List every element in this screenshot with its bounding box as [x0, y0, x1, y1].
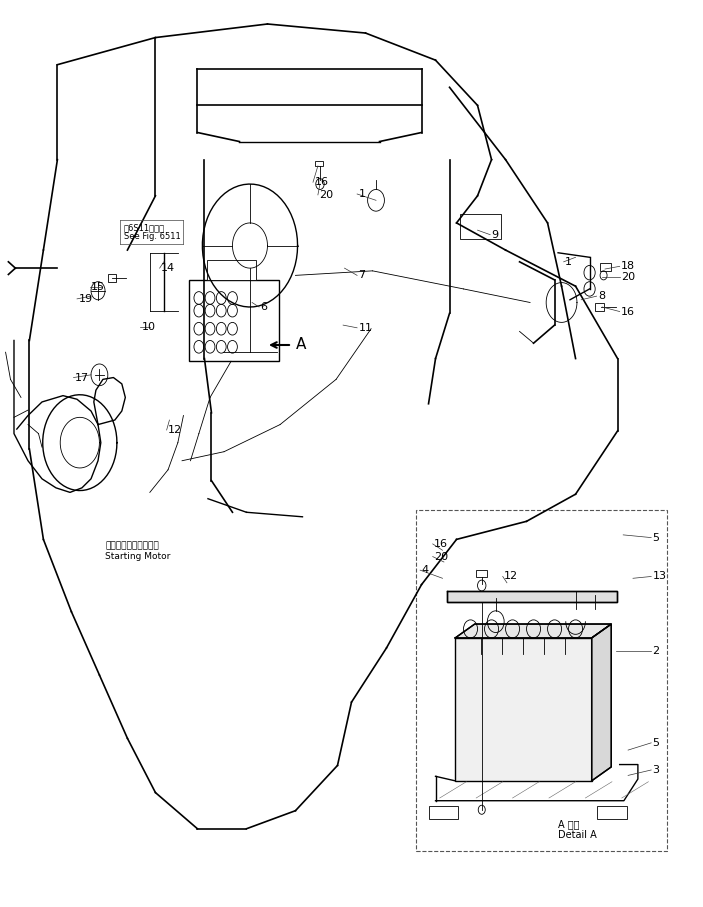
Text: 16: 16 [621, 307, 635, 317]
Text: 15: 15 [91, 282, 105, 292]
Text: 16: 16 [434, 539, 448, 549]
Bar [595, 304, 604, 310]
Text: 10: 10 [141, 322, 155, 332]
Bar [460, 214, 501, 239]
Text: 4: 4 [422, 565, 429, 575]
Text: 6: 6 [261, 302, 267, 312]
Bar [315, 161, 323, 166]
Text: 20: 20 [621, 272, 636, 282]
Text: 5: 5 [652, 532, 659, 542]
Text: 9: 9 [491, 229, 498, 239]
Text: A: A [295, 337, 306, 353]
Text: Detail A: Detail A [558, 830, 597, 840]
Text: See Fig. 6511: See Fig. 6511 [124, 232, 181, 241]
Text: 8: 8 [598, 291, 605, 301]
Polygon shape [455, 624, 612, 638]
Text: 3: 3 [652, 765, 659, 775]
Text: 1: 1 [359, 189, 366, 199]
Text: 20: 20 [319, 190, 333, 200]
Text: 11: 11 [359, 323, 373, 333]
Bar [189, 280, 278, 361]
Text: 1: 1 [565, 257, 572, 267]
Text: 2: 2 [652, 646, 659, 656]
Bar [455, 638, 592, 781]
Text: 14: 14 [161, 263, 175, 273]
Text: 18: 18 [621, 261, 636, 271]
Bar [108, 275, 116, 282]
Bar [476, 571, 486, 578]
Text: 17: 17 [75, 373, 89, 383]
Text: 19: 19 [79, 294, 93, 304]
Text: 20: 20 [434, 551, 449, 561]
Bar [600, 263, 611, 271]
Text: Starting Motor: Starting Motor [105, 552, 170, 561]
Bar [598, 806, 626, 819]
Text: スターティングモータ: スターティングモータ [105, 541, 159, 551]
Text: 12: 12 [504, 571, 518, 581]
Text: 第6S11図参照: 第6S11図参照 [124, 223, 165, 232]
Text: 12: 12 [168, 425, 182, 435]
Text: 16: 16 [315, 177, 329, 187]
Text: 7: 7 [359, 270, 366, 280]
Polygon shape [592, 624, 612, 781]
Polygon shape [446, 591, 617, 601]
Bar [207, 260, 256, 280]
Text: 5: 5 [652, 738, 659, 748]
Text: A 詳細: A 詳細 [558, 819, 579, 829]
Bar [429, 806, 458, 819]
Bar [416, 510, 666, 852]
Text: 13: 13 [652, 571, 666, 581]
